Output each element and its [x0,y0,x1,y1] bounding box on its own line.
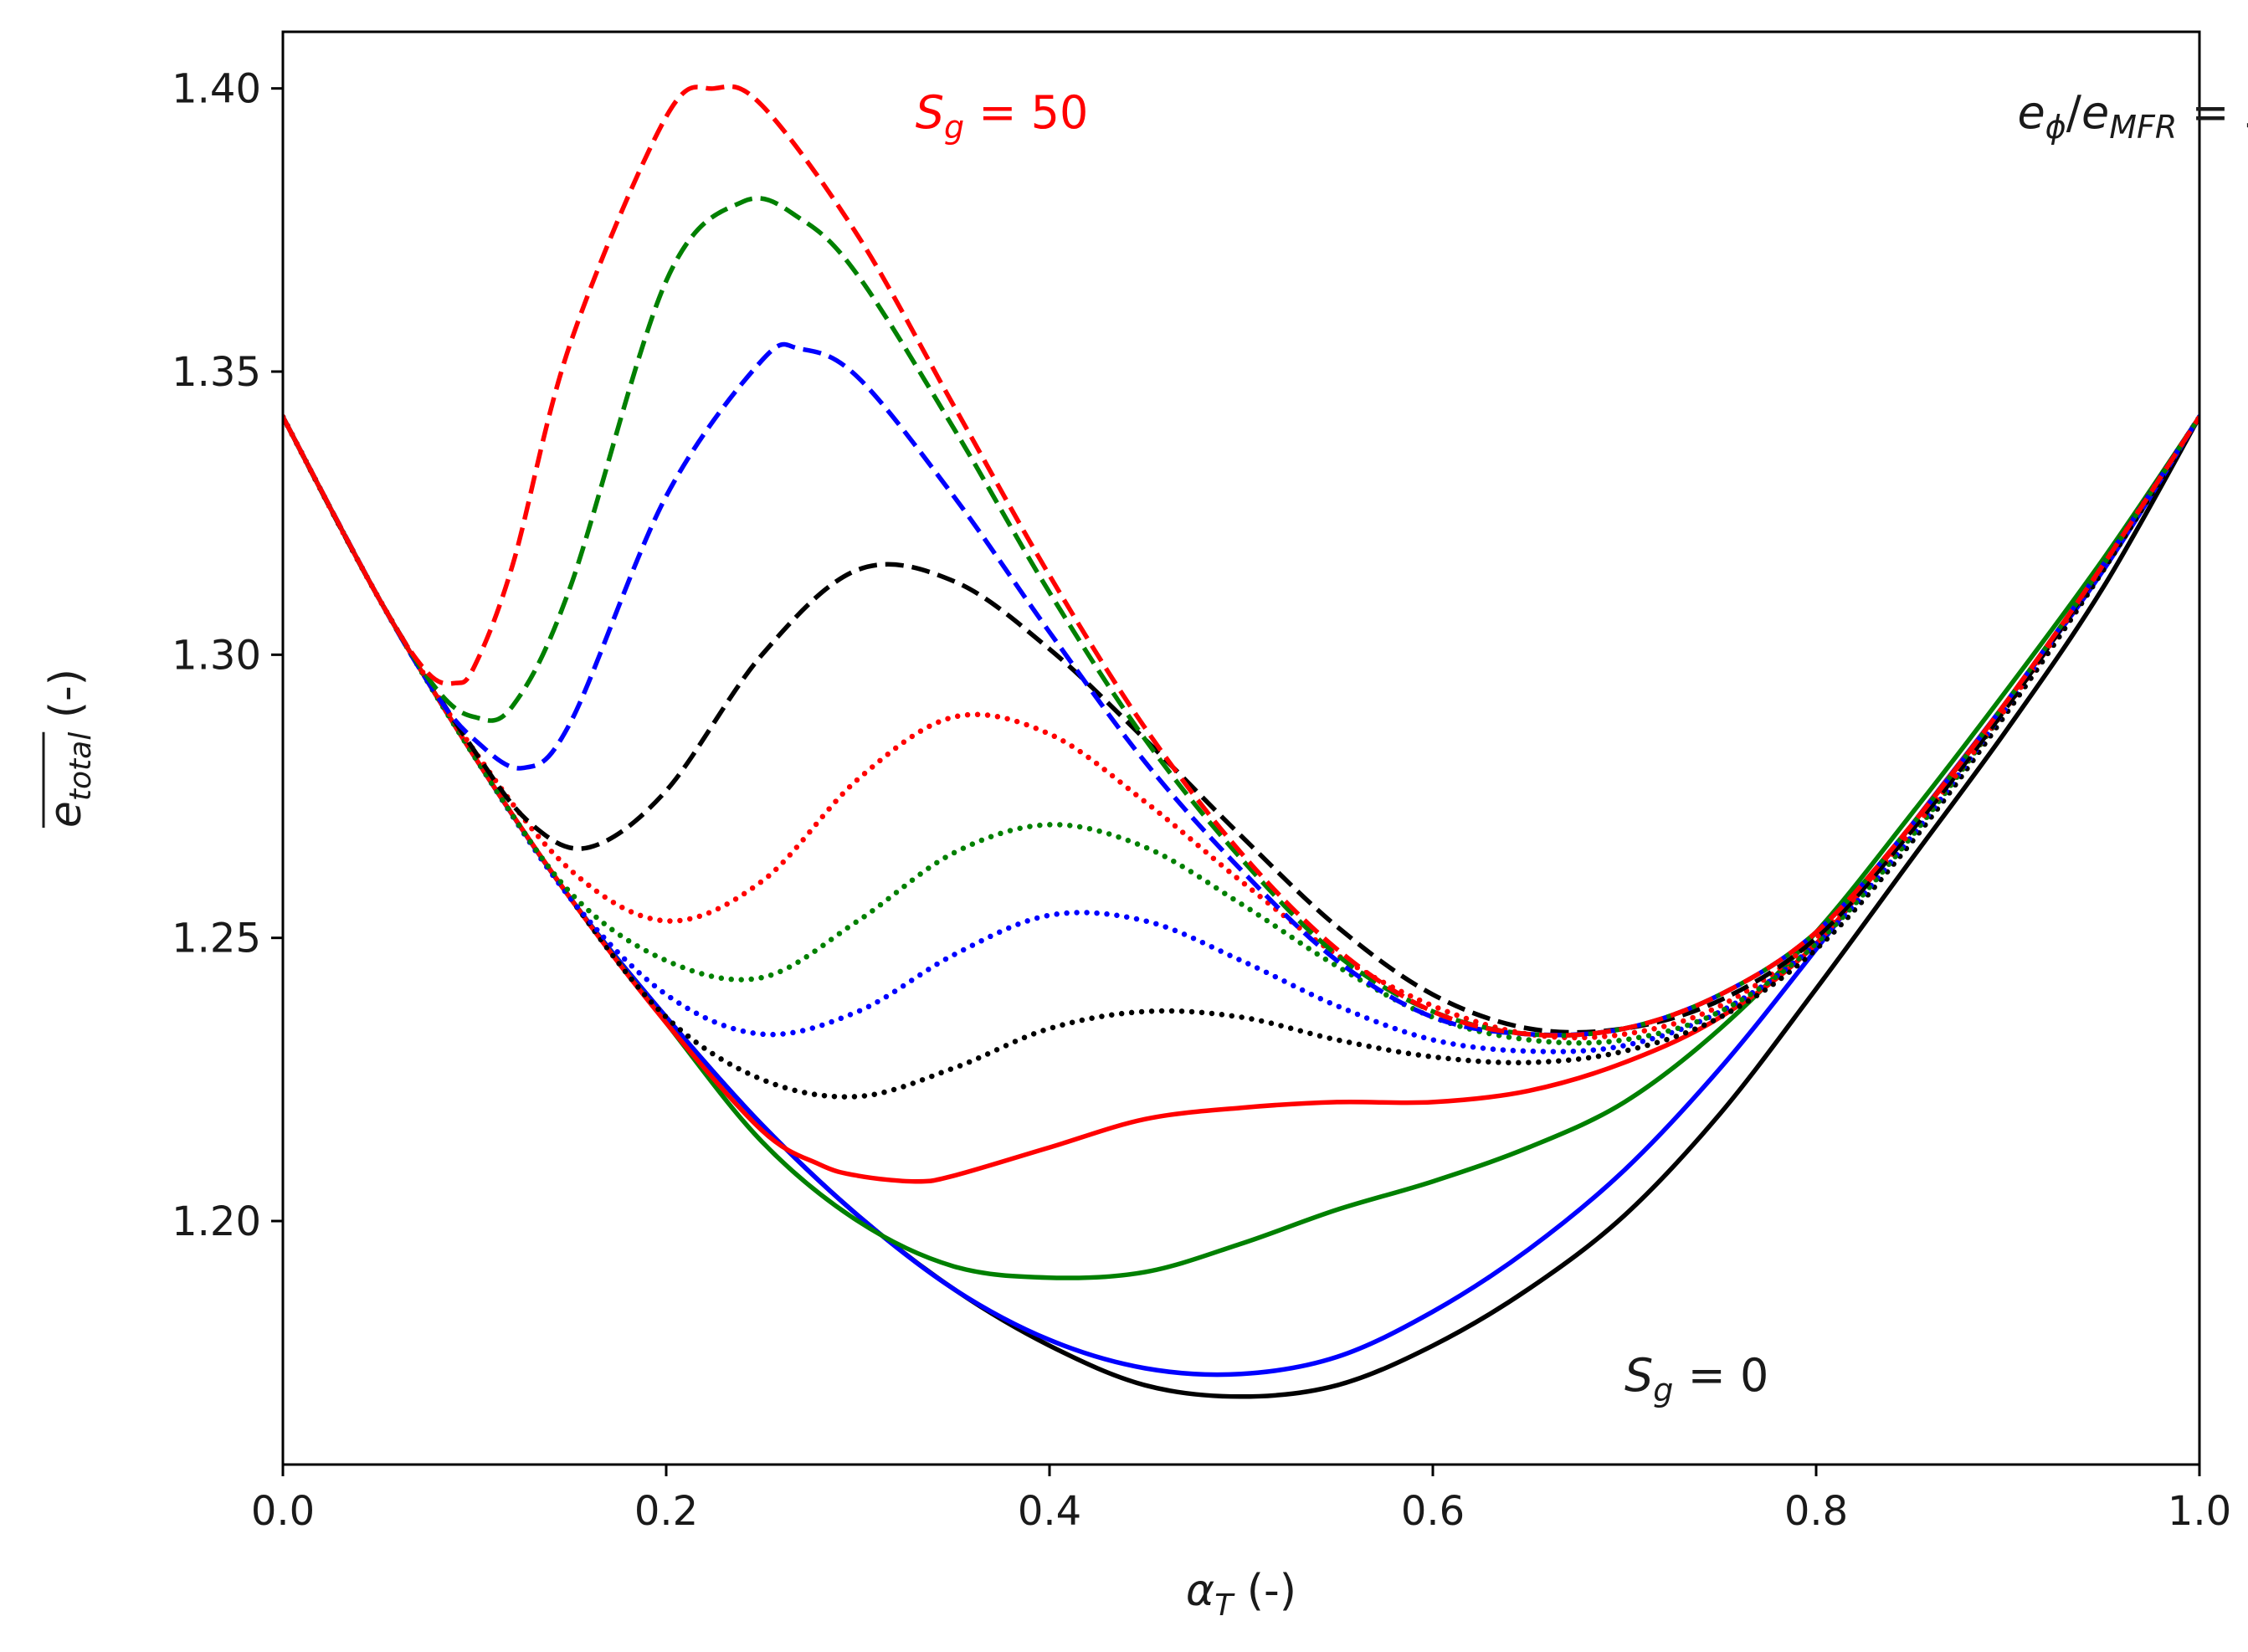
series-layer [283,84,2199,1399]
annotation-part: g [1653,1372,1673,1408]
annotation-part: e [2081,86,2109,139]
annotation-part: / [2066,86,2082,139]
series-dashed-black [283,415,2199,1035]
annotation-part: = 50 [964,86,1088,139]
annotation-part: e [2017,86,2045,139]
annotation-part: S [916,86,944,139]
annotation-part: = 0 [1673,1349,1768,1402]
x-axis-unit: (-) [1233,1566,1296,1616]
y-tick-label: 1.30 [172,632,261,679]
y-tick-label: 1.40 [172,66,261,113]
y-axis-symbol: e [41,801,91,828]
x-axis-label: αT (-) [1186,1566,1296,1623]
y-axis-label: etotal (-) [41,669,98,829]
plot-frame [281,30,2201,1466]
x-tick-label: 0.4 [1018,1488,1081,1535]
y-axis-subscript: total [64,732,98,801]
series-dotted-blue [283,413,2199,1054]
y-axis-unit: (-) [41,669,91,732]
series-dotted-green [283,413,2199,1046]
x-axis-title: αT (-) [1186,1566,1296,1623]
x-tick-label: 1.0 [2168,1488,2231,1535]
x-axis-symbol: α [1186,1566,1214,1616]
series-dashed-green [283,196,2199,1038]
y-axis-ticks: 1.20 1.25 1.30 1.35 1.40 [172,66,283,1245]
y-tick-label: 1.35 [172,349,261,396]
series-solid-red [283,415,2199,1184]
x-axis-ticks: 0.0 0.2 0.4 0.6 0.8 1.0 [251,1465,2231,1535]
series-dashed-blue [283,341,2199,1038]
annotation-part: = 3 [2177,86,2248,139]
y-axis-title: etotal (-) [41,669,98,828]
x-tick-label: 0.6 [1401,1488,1465,1535]
annotation-sg50: Sg = 50 [916,86,1089,146]
annotation-part: ϕ [2045,109,2066,146]
x-tick-label: 0.0 [251,1488,315,1535]
annotation-part: S [1624,1349,1653,1402]
y-tick-label: 1.20 [172,1198,261,1245]
x-tick-label: 0.8 [1784,1488,1848,1535]
annotation-part: g [944,109,964,146]
series-dashed-red [283,84,2199,1038]
x-tick-label: 0.2 [634,1488,698,1535]
annotation-ratio: eϕ/eMFR = 3 [2017,86,2248,146]
series-dotted-black [283,413,2199,1100]
annotation-sg0: Sg = 0 [1624,1349,1768,1408]
annotation-part: MFR [2109,109,2177,146]
y-tick-label: 1.25 [172,916,261,962]
x-axis-subscript: T [1214,1588,1235,1623]
